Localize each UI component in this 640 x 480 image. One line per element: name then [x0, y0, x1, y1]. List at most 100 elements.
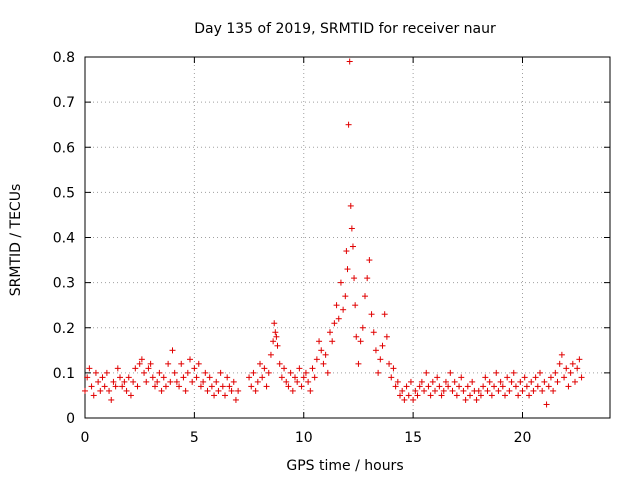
- data-point: [281, 365, 288, 372]
- data-point: [108, 396, 115, 403]
- data-point: [333, 302, 340, 309]
- data-point: [318, 347, 325, 354]
- data-points: [82, 58, 585, 408]
- data-point: [421, 387, 428, 394]
- data-point: [270, 338, 277, 345]
- y-tick-label: 0: [66, 411, 75, 427]
- data-point: [539, 387, 546, 394]
- data-point: [558, 351, 565, 358]
- y-tick-label: 0.4: [53, 231, 75, 247]
- data-point: [343, 248, 350, 255]
- data-point: [429, 378, 436, 385]
- data-point: [302, 369, 309, 376]
- data-point: [510, 369, 517, 376]
- data-point: [473, 396, 480, 403]
- data-point: [348, 225, 355, 232]
- data-point: [550, 387, 557, 394]
- data-point: [506, 387, 513, 394]
- data-point: [193, 374, 200, 381]
- y-tick-label: 0.8: [53, 50, 75, 66]
- data-point: [252, 387, 259, 394]
- data-point: [206, 374, 213, 381]
- data-point: [213, 378, 220, 385]
- data-point: [480, 383, 487, 390]
- data-point: [204, 387, 211, 394]
- data-point: [565, 383, 572, 390]
- data-point: [99, 374, 106, 381]
- data-point: [287, 369, 294, 376]
- data-point: [379, 342, 386, 349]
- data-point: [305, 378, 312, 385]
- data-point: [434, 374, 441, 381]
- data-point: [561, 374, 568, 381]
- data-point: [228, 387, 235, 394]
- data-point: [261, 365, 268, 372]
- data-point: [143, 378, 150, 385]
- data-point: [278, 374, 285, 381]
- data-point: [484, 387, 491, 394]
- data-point: [351, 275, 358, 282]
- data-point: [407, 378, 414, 385]
- data-point: [425, 383, 432, 390]
- data-point: [187, 356, 193, 363]
- data-point: [405, 392, 412, 399]
- data-point: [138, 356, 145, 363]
- data-point: [160, 374, 167, 381]
- data-point: [189, 378, 196, 385]
- data-point: [141, 369, 148, 376]
- data-point: [121, 378, 128, 385]
- data-point: [359, 324, 366, 331]
- data-point: [309, 365, 316, 372]
- data-point: [436, 383, 443, 390]
- y-tick-label: 0.1: [53, 366, 75, 382]
- data-point: [517, 378, 524, 385]
- data-point: [462, 396, 469, 403]
- data-point: [491, 383, 498, 390]
- data-point: [532, 374, 539, 381]
- data-point: [82, 387, 88, 394]
- data-point: [432, 387, 438, 394]
- data-point: [495, 387, 502, 394]
- data-point: [259, 374, 266, 381]
- data-point: [125, 374, 132, 381]
- data-point: [191, 365, 198, 372]
- x-axis-label: GPS time / hours: [286, 458, 403, 474]
- data-point: [208, 383, 215, 390]
- data-point: [497, 378, 504, 385]
- data-point: [313, 356, 320, 363]
- data-point: [265, 369, 272, 376]
- data-point: [486, 378, 493, 385]
- data-point: [392, 383, 399, 390]
- x-tick-label: 15: [404, 430, 422, 446]
- x-tick-label: 0: [81, 430, 90, 446]
- y-tick-label: 0.6: [53, 140, 75, 156]
- data-point: [132, 365, 139, 372]
- data-point: [119, 383, 126, 390]
- data-point: [123, 387, 130, 394]
- data-point: [576, 356, 583, 363]
- data-point: [134, 383, 141, 390]
- data-point: [316, 338, 323, 345]
- data-point: [84, 374, 91, 381]
- data-point: [340, 306, 347, 313]
- data-point: [117, 374, 123, 381]
- data-point: [346, 58, 353, 65]
- data-point: [401, 396, 408, 403]
- data-point: [257, 360, 263, 367]
- data-point: [372, 347, 379, 354]
- data-point: [331, 320, 338, 327]
- data-point: [217, 369, 224, 376]
- data-point: [493, 369, 500, 376]
- data-point: [171, 369, 178, 376]
- data-point: [184, 369, 191, 376]
- data-point: [488, 392, 495, 399]
- data-point: [377, 356, 384, 363]
- data-point: [292, 374, 298, 381]
- data-point: [521, 374, 528, 381]
- data-point: [215, 387, 222, 394]
- data-point: [355, 360, 362, 367]
- tick-marks: [84, 56, 610, 419]
- data-point: [370, 329, 377, 336]
- data-point: [438, 392, 445, 399]
- data-point: [416, 383, 423, 390]
